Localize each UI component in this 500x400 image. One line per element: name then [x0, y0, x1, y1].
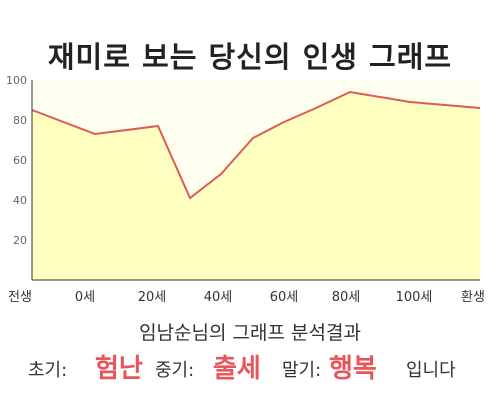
closing-text: 입니다 — [406, 360, 456, 381]
analysis-result: 초기: 험난 중기: 출세 말기: 행복 입니다 — [0, 346, 500, 386]
y-tick-label: 60 — [13, 154, 27, 167]
early-value: 험난 — [95, 354, 143, 384]
x-tick-label: 환생 — [461, 290, 485, 305]
analysis-subtitle: 임남순님의 그래프 분석결과 — [139, 322, 361, 344]
x-tick-label: 60세 — [270, 290, 299, 305]
series-area — [32, 92, 480, 280]
late-label: 말기: — [282, 360, 322, 381]
x-tick-label: 0세 — [75, 290, 95, 305]
x-tick-label: 100세 — [396, 290, 433, 305]
y-tick-label: 40 — [13, 194, 27, 207]
chart-title: 재미로 보는 당신의 인생 그래프 — [47, 40, 453, 74]
y-tick-label: 20 — [13, 234, 27, 247]
early-label: 초기: — [28, 360, 68, 381]
mid-label: 중기: — [155, 360, 195, 381]
x-tick-label: 20세 — [138, 290, 167, 305]
late-value: 행복 — [329, 354, 377, 384]
x-tick-label: 80세 — [332, 290, 361, 305]
x-tick-label: 전생 — [8, 290, 32, 305]
x-tick-label: 40세 — [204, 290, 233, 305]
y-tick-label: 100 — [6, 74, 27, 87]
mid-value: 출세 — [213, 354, 261, 384]
life-graph-chart: 20 40 60 80 100 전생 0세 20세 40세 60세 80세 100세 환생 — [6, 74, 485, 305]
y-tick-label: 80 — [13, 114, 27, 127]
